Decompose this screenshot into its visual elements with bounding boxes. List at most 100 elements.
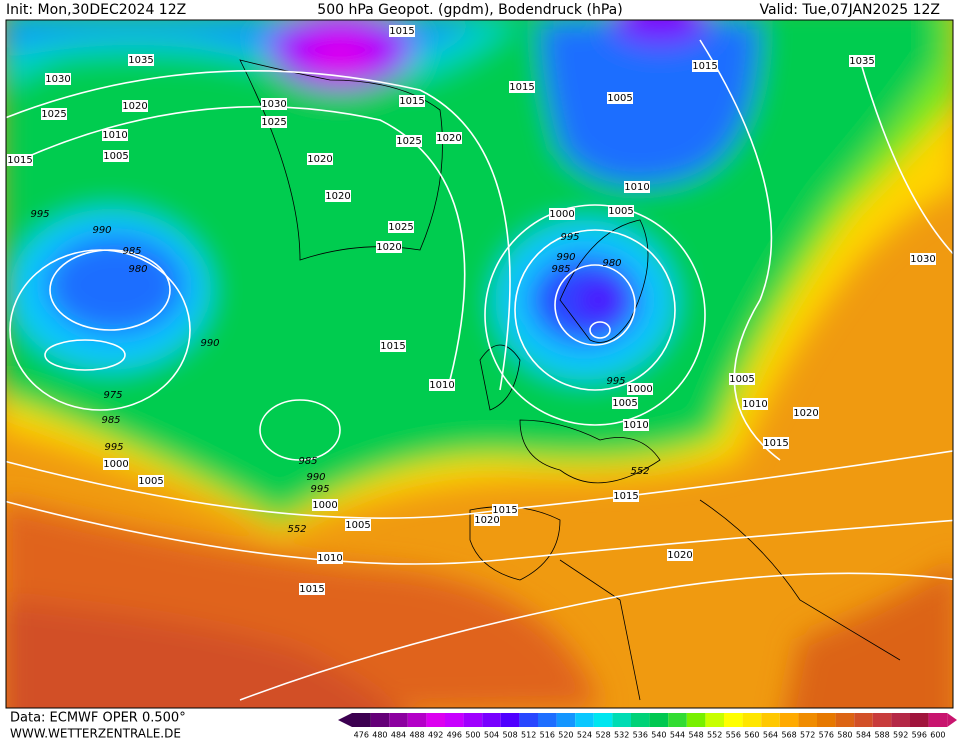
isobar-label: 1010 <box>429 380 454 391</box>
colorbar-label: 572 <box>800 731 815 740</box>
isobar-label: 1035 <box>128 55 153 66</box>
map-frame <box>5 19 954 709</box>
colorbar-swatch <box>352 713 371 727</box>
colorbar-arrow-left <box>338 713 352 727</box>
label-box <box>261 98 287 110</box>
label-box <box>299 583 325 595</box>
colorbar-label: 504 <box>484 731 499 740</box>
isobar-label: 1020 <box>122 101 147 112</box>
colorbar-label: 476 <box>354 731 369 740</box>
label-box <box>396 135 422 147</box>
colorbar-swatch <box>426 713 445 727</box>
colorbar-label: 520 <box>558 731 573 740</box>
colorbar-label: 584 <box>856 731 871 740</box>
label-box <box>910 253 936 265</box>
isobar-label: 1020 <box>325 191 350 202</box>
colorbar: 476 480 484 488 492 496 500 504 508 512 516 520 524 5… <box>338 713 957 740</box>
site: WWW.WETTERZENTRALE.DE <box>10 727 181 741</box>
isobar-label: 1015 <box>763 438 788 449</box>
colorbar-label: 516 <box>540 731 555 740</box>
isobar-label: 1005 <box>607 93 632 104</box>
colorbar-swatch <box>761 713 780 727</box>
colorbar-swatch <box>686 713 706 727</box>
label-box <box>763 437 789 449</box>
colorbar-label: 536 <box>633 731 648 740</box>
label-box <box>103 458 129 470</box>
label-box <box>742 398 768 410</box>
isobar-label: 1020 <box>436 133 461 144</box>
isobar-label: 1000 <box>103 459 128 470</box>
colorbar-label: 592 <box>893 731 908 740</box>
colorbar-label: 512 <box>521 731 536 740</box>
colorbar-label: 484 <box>391 731 406 740</box>
isobar-label: 990 <box>306 472 325 483</box>
label-box <box>389 25 415 37</box>
label-box <box>509 81 535 93</box>
colorbar-label: 508 <box>502 731 517 740</box>
label-box <box>138 475 164 487</box>
colorbar-swatch <box>482 713 501 727</box>
label-box <box>312 499 338 511</box>
isobar-label: 995 <box>310 484 329 495</box>
colorbar-label: 544 <box>670 731 685 740</box>
colorbar-label: 556 <box>726 731 741 740</box>
colorbar-label: 596 <box>912 731 927 740</box>
colorbar-swatch <box>854 713 873 727</box>
label-box <box>549 208 575 220</box>
colorbar-label: 576 <box>819 731 834 740</box>
isobar-label: 1020 <box>793 408 818 419</box>
colorbar-label: 560 <box>744 731 759 740</box>
isobar-label: 1015 <box>692 61 717 72</box>
colorbar-swatch <box>649 713 669 727</box>
label-box <box>128 54 154 66</box>
colorbar-swatch <box>742 713 762 727</box>
valid-time: Valid: Tue,07JAN2025 12Z <box>760 2 941 18</box>
isobar-label: 1005 <box>608 206 633 217</box>
isobar-label: 1015 <box>299 584 324 595</box>
label-box <box>376 241 402 253</box>
isobar-label: 1010 <box>102 130 127 141</box>
isobar-label: 980 <box>128 264 147 275</box>
isobar-label: 1005 <box>345 520 370 531</box>
label-box <box>380 340 406 352</box>
colorbar-label: 532 <box>614 731 629 740</box>
colorbar-label: 552 <box>707 731 722 740</box>
isobar-label: 1000 <box>549 209 574 220</box>
isobar-label: 1005 <box>138 476 163 487</box>
label-box <box>345 519 371 531</box>
label-box <box>793 407 819 419</box>
colorbar-swatch <box>910 713 929 727</box>
label-box <box>492 504 518 516</box>
label-box <box>45 73 71 85</box>
isobar-label: 1030 <box>910 254 935 265</box>
isobar-label: 1005 <box>612 398 637 409</box>
isobar-label: 1025 <box>261 117 286 128</box>
isobar-label: 1015 <box>7 155 32 166</box>
isobar-label: 1010 <box>624 182 649 193</box>
isobar-label: 1015 <box>509 82 534 93</box>
data-source: Data: ECMWF OPER 0.500° <box>10 711 186 726</box>
isobars <box>6 39 953 701</box>
label-box <box>608 205 634 217</box>
colorbar-swatch <box>724 713 743 727</box>
isobar-label: 1005 <box>729 374 754 385</box>
colorbar-swatch <box>593 713 613 727</box>
label-box <box>41 108 67 120</box>
isobar-label: 995 <box>104 442 123 453</box>
isobar-label: 1025 <box>388 222 413 233</box>
colorbar-swatch <box>445 713 464 727</box>
colorbar-label: 600 <box>930 731 945 740</box>
label-box <box>325 190 351 202</box>
isobar-label: 1030 <box>45 74 70 85</box>
colorbar-swatch <box>463 713 483 727</box>
isobar-label: 1035 <box>849 56 874 67</box>
colorbar-label: 488 <box>409 731 424 740</box>
label-box <box>7 154 33 166</box>
isobar-label: 552 <box>287 524 306 535</box>
isobar-label: 1000 <box>312 500 337 511</box>
isobar-label: 1010 <box>742 399 767 410</box>
colorbar-label: 580 <box>837 731 852 740</box>
label-box <box>612 397 638 409</box>
isobar-label: 1010 <box>317 553 342 564</box>
colorbar-swatch <box>538 713 557 727</box>
